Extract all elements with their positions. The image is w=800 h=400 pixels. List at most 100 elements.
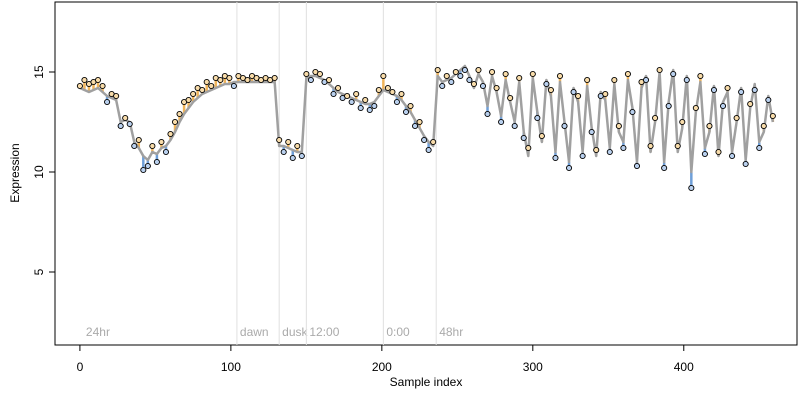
- observation: [303, 70, 310, 78]
- observation: [511, 122, 518, 130]
- observation: [692, 104, 699, 112]
- observation: [738, 88, 745, 96]
- observation: [217, 76, 224, 84]
- observation: [529, 70, 536, 78]
- observation: [285, 138, 292, 146]
- observation: [615, 122, 622, 130]
- observation: [710, 86, 718, 94]
- observation: [461, 66, 468, 74]
- observation: [661, 164, 668, 172]
- observation: [407, 102, 414, 110]
- observation: [425, 146, 432, 154]
- observation: [371, 102, 378, 110]
- observation: [140, 166, 147, 174]
- observation: [570, 88, 577, 96]
- observation: [602, 90, 609, 98]
- observation: [769, 112, 776, 120]
- annotation: 0:00: [386, 325, 410, 339]
- observation: [289, 154, 296, 162]
- observation: [724, 84, 731, 92]
- observation: [575, 92, 582, 100]
- observation: [701, 150, 708, 158]
- observation: [498, 118, 505, 126]
- observation: [688, 184, 695, 192]
- observation: [113, 92, 120, 100]
- observation: [348, 98, 355, 106]
- observation: [683, 76, 690, 84]
- observation: [656, 66, 663, 74]
- plot-frame: [54, 1, 798, 346]
- observation: [679, 118, 686, 126]
- observation: [117, 122, 124, 130]
- observation: [502, 70, 509, 78]
- observation: [190, 90, 197, 98]
- x-axis-label: Sample index: [390, 375, 463, 389]
- observation: [366, 106, 373, 114]
- observation: [647, 142, 654, 150]
- annotation: 12:00: [309, 325, 339, 339]
- annotation: dawn: [240, 325, 269, 339]
- x-tick-label: 300: [523, 360, 543, 374]
- observation: [176, 110, 183, 118]
- observation: [765, 96, 772, 104]
- observation: [488, 68, 496, 76]
- observation: [421, 136, 428, 144]
- observation: [144, 162, 151, 170]
- observation: [525, 144, 532, 152]
- observation: [629, 108, 636, 116]
- observation: [584, 76, 591, 84]
- observation: [733, 114, 740, 122]
- observation: [380, 72, 387, 80]
- observation: [606, 148, 613, 156]
- observation: [416, 118, 423, 126]
- observation: [357, 104, 364, 112]
- observation: [593, 146, 600, 154]
- observation: [104, 98, 111, 106]
- x-tick-label: 200: [372, 360, 392, 374]
- observation: [543, 80, 550, 88]
- observation: [642, 76, 650, 84]
- observation: [507, 94, 514, 102]
- observation: [624, 70, 631, 78]
- observation: [208, 82, 215, 90]
- observation: [475, 66, 482, 74]
- observation: [344, 92, 351, 100]
- y-axis-label: Expression: [8, 143, 22, 202]
- observation: [122, 114, 129, 122]
- annotation: 24hr: [86, 325, 110, 339]
- observation: [561, 122, 568, 130]
- observation: [162, 148, 170, 156]
- observation: [81, 76, 88, 84]
- observation: [294, 142, 301, 150]
- observation: [375, 86, 382, 94]
- observation: [434, 66, 441, 74]
- observation: [316, 70, 323, 78]
- observation: [443, 72, 450, 80]
- observation: [611, 76, 618, 84]
- observation: [335, 84, 342, 92]
- observation: [620, 144, 627, 152]
- observation: [362, 96, 369, 104]
- annotation: 48hr: [439, 325, 463, 339]
- observation: [747, 100, 754, 108]
- annotation: dusk: [282, 325, 308, 339]
- observation: [76, 82, 83, 90]
- observation: [244, 76, 251, 84]
- y-tick-label: 15: [32, 65, 46, 79]
- observation: [412, 122, 419, 130]
- observation: [398, 90, 405, 98]
- observation: [452, 68, 459, 76]
- observation: [325, 76, 333, 84]
- observation: [534, 114, 541, 122]
- observation: [520, 134, 527, 142]
- observation: [353, 90, 360, 98]
- observation: [516, 74, 523, 82]
- observation: [552, 154, 559, 162]
- observation: [751, 86, 758, 94]
- observation: [384, 84, 391, 92]
- observation: [94, 76, 102, 84]
- observation: [493, 84, 500, 92]
- observation: [479, 82, 487, 90]
- observation: [131, 142, 138, 150]
- x-tick-label: 0: [77, 360, 84, 374]
